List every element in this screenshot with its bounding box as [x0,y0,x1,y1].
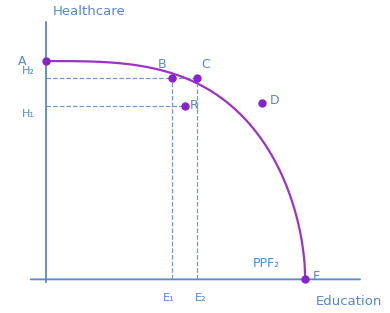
Text: A: A [18,54,26,68]
Text: R: R [190,99,199,112]
Text: D: D [269,94,279,107]
Text: H₁: H₁ [22,109,35,119]
Text: Healthcare: Healthcare [53,5,126,18]
Text: Education: Education [315,295,382,308]
Text: E₂: E₂ [195,293,207,303]
Text: H₂: H₂ [22,66,35,76]
Text: PPF₂: PPF₂ [253,258,280,270]
Text: F: F [312,270,319,283]
Text: C: C [201,58,209,71]
Text: B: B [158,58,167,71]
Text: E₁: E₁ [163,293,174,303]
